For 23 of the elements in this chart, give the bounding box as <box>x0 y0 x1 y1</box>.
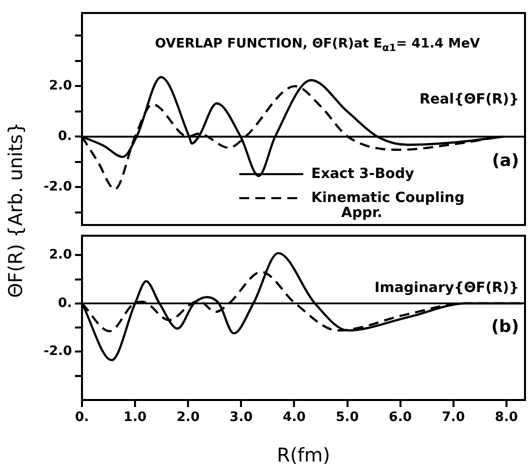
y-tick-label: 0. <box>58 129 72 144</box>
y-tick-label: -2.0 <box>44 180 72 195</box>
annotation: Real{ΘF(R)} <box>420 92 520 108</box>
x-tick-label: 5.0 <box>336 410 359 426</box>
annotation: (a) <box>492 150 520 171</box>
x-tick-label: 2.0 <box>176 410 200 426</box>
y-tick-label: -2.0 <box>44 344 72 360</box>
y-tick-label: 2.0 <box>48 78 72 94</box>
x-tick-label: 7.0 <box>442 410 465 426</box>
y-tick-label: 0. <box>58 296 72 311</box>
annotation: (b) <box>491 317 520 338</box>
x-tick-label: 8.0 <box>494 410 518 426</box>
legend-label: Kinematic Coupling Appr. <box>311 190 465 221</box>
x-tick-label: 3.0 <box>230 410 253 426</box>
legend-label: Exact 3-Body <box>311 166 414 182</box>
y-axis-title: ΘF(R) {Arb. units} <box>5 122 27 298</box>
x-tick-label: 4.0 <box>282 410 306 426</box>
x-tick-label: 1.0 <box>124 410 147 426</box>
x-tick-label: 0. <box>75 410 89 426</box>
y-tick-label: 2.0 <box>48 247 72 262</box>
x-tick-label: 6.0 <box>388 410 412 426</box>
x-axis-title: R(fm) <box>276 444 330 467</box>
annotation: Imaginary{ΘF(R)} <box>374 280 519 296</box>
